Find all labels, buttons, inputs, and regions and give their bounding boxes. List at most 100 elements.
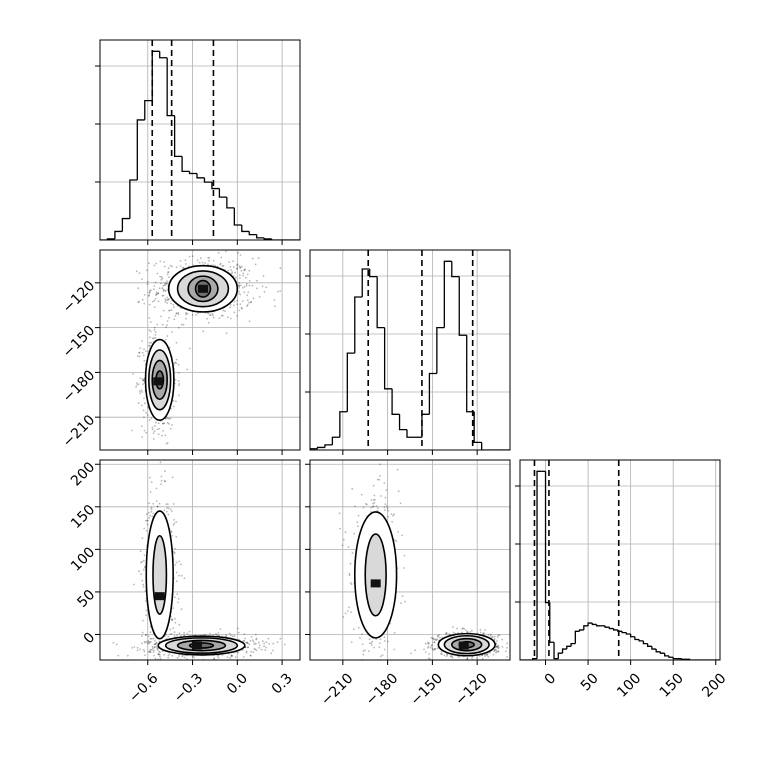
sample-point — [145, 529, 148, 532]
sample-point — [183, 577, 186, 580]
sample-point — [167, 299, 169, 301]
sample-point — [225, 332, 228, 335]
sample-point — [372, 678, 374, 680]
sample-point — [222, 264, 225, 267]
sample-point — [152, 649, 155, 652]
sample-point — [456, 627, 458, 630]
sample-point — [238, 290, 240, 293]
sample-point — [170, 619, 173, 622]
sample-point — [237, 285, 240, 287]
sample-point — [145, 350, 147, 352]
sample-point — [143, 429, 146, 432]
histogram-bin — [651, 646, 657, 650]
histogram-bin — [346, 352, 355, 412]
sample-point — [141, 579, 144, 582]
sample-point — [231, 654, 234, 657]
sample-point — [196, 259, 199, 262]
sample-point — [359, 636, 361, 639]
x-tick-label: 150 — [657, 670, 687, 700]
sample-point — [246, 305, 248, 307]
sample-point — [430, 644, 433, 647]
sample-point — [433, 648, 436, 650]
sample-point — [483, 632, 485, 635]
grid-lines — [100, 40, 300, 240]
sample-point — [392, 514, 394, 517]
sample-point — [153, 264, 156, 267]
sample-point — [513, 642, 515, 644]
sample-point — [400, 602, 402, 605]
sample-point — [169, 427, 172, 430]
sample-point — [254, 633, 257, 636]
histogram-bin — [634, 636, 640, 641]
sample-point — [151, 648, 153, 651]
histogram-bin — [612, 628, 618, 631]
histogram-bin — [604, 625, 610, 628]
sample-point — [138, 390, 141, 393]
sample-point — [481, 657, 484, 660]
sample-point — [151, 515, 154, 518]
sample-point — [233, 300, 236, 303]
sample-point — [160, 475, 163, 478]
sample-point — [236, 264, 239, 267]
histogram-bin — [583, 625, 589, 630]
sample-point — [172, 524, 175, 526]
sample-point — [265, 646, 267, 649]
sample-point — [178, 632, 181, 635]
sample-point — [153, 299, 156, 302]
sample-point — [154, 657, 157, 660]
sample-point — [163, 422, 166, 425]
sample-point — [220, 314, 223, 317]
y-tick-label: 50 — [74, 587, 98, 611]
sample-point — [172, 607, 175, 609]
sample-point — [178, 655, 180, 657]
sample-point — [160, 315, 163, 318]
sample-point — [435, 639, 438, 642]
sample-point — [143, 294, 146, 296]
sample-point — [148, 291, 151, 293]
sample-point — [239, 303, 242, 306]
sample-point — [150, 637, 153, 640]
histogram-bin — [226, 197, 235, 209]
sample-point — [156, 323, 159, 326]
sample-point — [160, 483, 163, 486]
sample-point — [137, 383, 140, 385]
sample-point — [214, 264, 217, 267]
sample-point — [162, 422, 164, 425]
sample-point — [146, 519, 149, 522]
sample-point — [237, 292, 240, 295]
sample-point — [163, 265, 166, 268]
sample-point — [207, 321, 210, 324]
sample-point — [251, 257, 254, 260]
sample-point — [162, 284, 165, 287]
sample-point — [230, 654, 233, 656]
histogram-bars — [520, 470, 720, 660]
sample-point — [217, 632, 220, 634]
sample-point — [252, 651, 255, 653]
sample-point — [353, 628, 355, 631]
sample-point — [484, 655, 486, 657]
sample-point — [180, 635, 182, 637]
sample-point — [170, 407, 173, 410]
sample-point — [451, 656, 454, 659]
sample-point — [140, 561, 142, 564]
sample-point — [506, 656, 508, 658]
sample-point — [166, 302, 169, 304]
sample-point — [368, 638, 371, 641]
histogram-bin — [218, 188, 227, 198]
sample-point — [171, 476, 174, 479]
sample-point — [248, 269, 251, 272]
sample-point — [155, 262, 158, 265]
sample-point — [158, 650, 160, 653]
sample-point — [150, 508, 153, 511]
sample-point — [148, 517, 151, 519]
sample-point — [364, 649, 366, 652]
sample-point — [143, 416, 145, 419]
histogram-bin — [188, 171, 198, 175]
sample-point — [141, 351, 144, 354]
sample-point — [490, 633, 492, 636]
sample-point — [445, 655, 448, 658]
sample-point — [137, 287, 140, 290]
sample-point — [476, 657, 478, 660]
sample-point — [157, 300, 160, 303]
sample-point — [497, 650, 500, 653]
